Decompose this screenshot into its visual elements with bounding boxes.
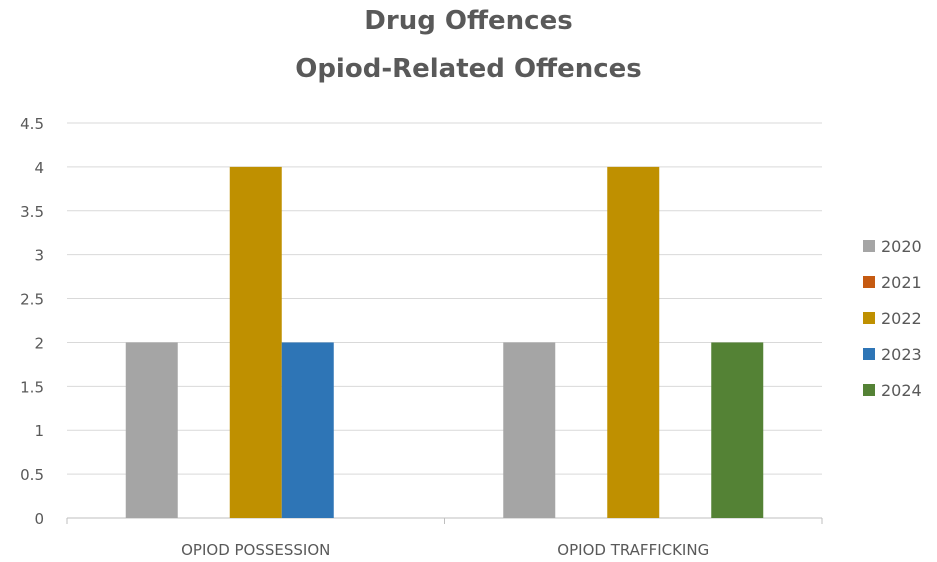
y-tick-label: 2.5 [20,291,44,309]
chart-title-line-1: Drug Offences [364,6,573,36]
legend-label: 2023 [881,345,922,364]
y-tick-label: 3 [34,247,44,265]
y-tick-label: 1 [34,422,44,440]
legend: 2020 2021 2022 2023 2024 [863,237,922,400]
y-tick-label: 1.5 [20,378,44,396]
legend-swatch [863,240,875,252]
y-tick-label: 0 [34,510,44,528]
legend-label: 2022 [881,309,922,328]
chart-title-line-2: Opiod-Related Offences [295,54,642,84]
bar-2024-trafficking [711,342,764,518]
y-tick-label: 2 [34,334,44,352]
gridlines [67,122,822,475]
axes [66,517,823,524]
bar-2020-possession [125,342,178,518]
legend-swatch [863,348,875,360]
bar-2022-possession [229,166,282,518]
bar-2020-trafficking [503,342,556,518]
y-tick-label: 0.5 [20,466,44,484]
legend-label: 2020 [881,237,922,256]
y-tick-label: 4.5 [20,115,44,133]
y-tick-label: 4 [34,159,44,177]
x-category-label: OPIOD POSSESSION [181,541,330,559]
tick-labels: 0 0.5 1 1.5 2 2.5 3 3.5 4 4.5 OPIOD POSSESSION OPIO… [20,115,709,559]
y-tick-label: 3.5 [20,203,44,221]
legend-swatch [863,276,875,288]
legend-label: 2024 [881,381,922,400]
legend-swatch [863,312,875,324]
bar-2022-trafficking [607,166,660,518]
x-category-label: OPIOD TRAFFICKING [557,541,709,559]
bars [125,166,764,518]
legend-swatch [863,384,875,396]
bar-2023-possession [281,342,334,518]
legend-label: 2021 [881,273,922,292]
